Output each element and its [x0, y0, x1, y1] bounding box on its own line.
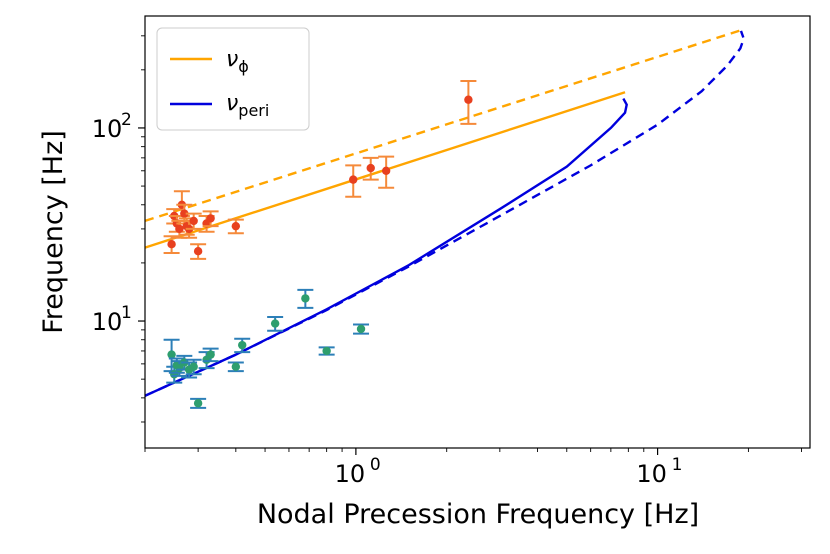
data-point — [366, 163, 375, 173]
data-point — [356, 324, 366, 334]
x-tick-exponent: 0 — [370, 455, 381, 475]
data-point — [301, 294, 310, 303]
y-tick-label: 10 — [92, 308, 123, 336]
line-nu-peri-solid — [145, 97, 628, 397]
data-point — [381, 166, 391, 175]
y-tick-exponent: 2 — [121, 110, 132, 130]
x-tick-label: 10 — [636, 460, 667, 488]
plot-area — [145, 29, 746, 409]
series-nu-phi-data — [163, 80, 477, 260]
data-point — [175, 224, 184, 234]
legend-label-nu-phi: νϕ — [226, 47, 249, 76]
data-point — [238, 340, 247, 350]
x-tick-label: 10 — [335, 460, 366, 488]
data-point — [180, 209, 189, 218]
data-point — [193, 399, 203, 408]
data-point — [189, 216, 198, 226]
series-nu-peri-data — [163, 288, 370, 409]
legend-label-nu-peri: νperi — [226, 91, 269, 120]
x-axis-label: Nodal Precession Frequency [Hz] — [257, 499, 699, 530]
data-point — [464, 95, 473, 104]
plot-frame — [144, 15, 811, 449]
data-point — [206, 350, 215, 359]
y-axis-label: Frequency [Hz] — [38, 130, 69, 334]
data-point — [189, 362, 198, 371]
data-point — [322, 346, 331, 356]
line-nu-peri-dashed — [145, 30, 746, 397]
y-tick-label: 10 — [92, 115, 123, 143]
data-point — [193, 246, 203, 256]
data-point — [167, 239, 176, 249]
data-point — [167, 350, 176, 359]
data-point — [231, 221, 241, 231]
legend: νϕ νperi — [156, 27, 310, 131]
data-point — [231, 362, 241, 371]
x-tick-exponent: 1 — [672, 455, 683, 475]
data-point — [349, 175, 358, 184]
data-point — [270, 319, 280, 328]
y-tick-exponent: 1 — [121, 303, 132, 323]
data-point — [206, 214, 215, 223]
